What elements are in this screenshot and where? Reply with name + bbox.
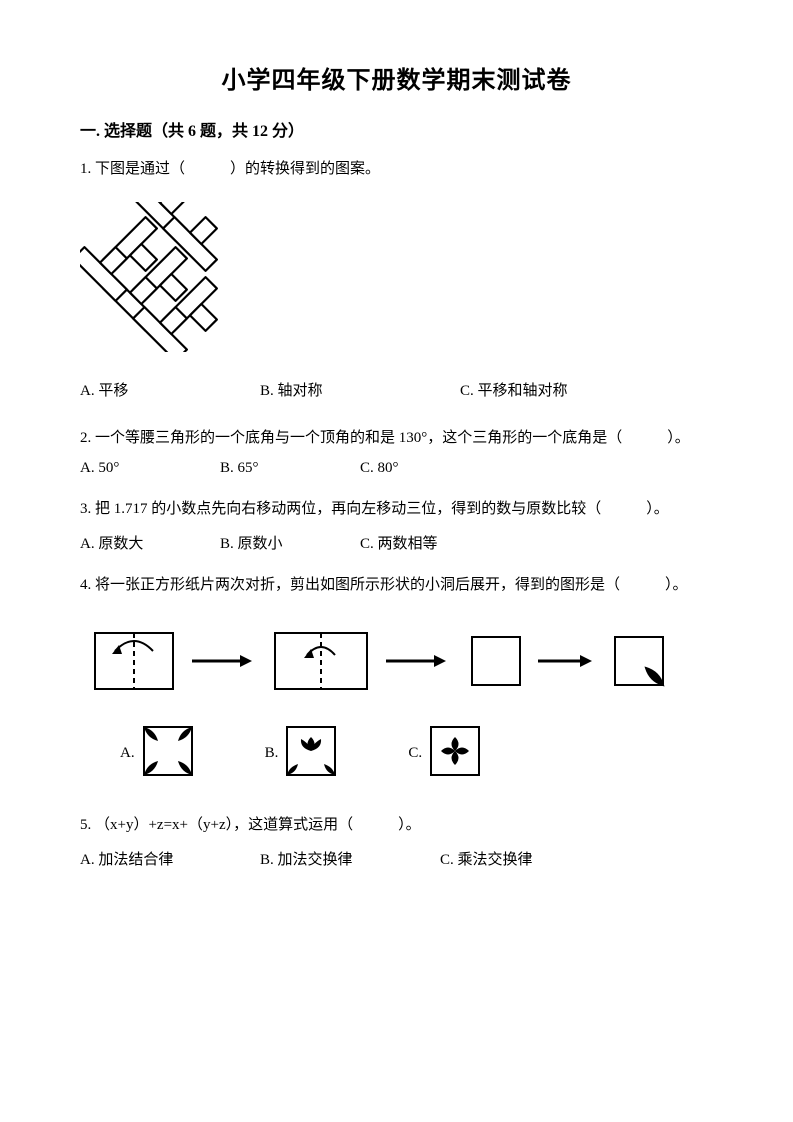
q2-optC: C. 80°	[360, 460, 399, 477]
q4-optA-label: A.	[120, 745, 135, 762]
q2-text: 2. 一个等腰三角形的一个底角与一个顶角的和是 130°，这个三角形的一个底角是…	[80, 424, 713, 453]
q3-optB: B. 原数小	[220, 532, 360, 553]
q1-diagram	[80, 202, 713, 357]
q4-optB-icon	[284, 724, 338, 783]
q4-optB-label: B.	[265, 745, 279, 762]
q4-optA-icon	[141, 724, 195, 783]
q1-options: A. 平移 B. 轴对称 C. 平移和轴对称	[80, 379, 713, 400]
section-header: 一. 选择题（共 6 题，共 12 分）	[80, 117, 713, 141]
q4-optC-icon	[428, 724, 482, 783]
q1-optC: C. 平移和轴对称	[460, 379, 568, 400]
q3-text: 3. 把 1.717 的小数点先向右移动两位，再向左移动三位，得到的数与原数比较…	[80, 495, 713, 524]
q3-optA: A. 原数大	[80, 532, 220, 553]
q1-text: 1. 下图是通过（ ）的转换得到的图案。	[80, 155, 713, 184]
page: 小学四年级下册数学期末测试卷 一. 选择题（共 6 题，共 12 分） 1. 下…	[0, 0, 793, 1122]
q5-options: A. 加法结合律 B. 加法交换律 C. 乘法交换律	[80, 848, 713, 869]
q4-diagram	[80, 621, 713, 706]
q2-options: A. 50° B. 65° C. 80°	[80, 460, 713, 477]
q5-optA: A. 加法结合律	[80, 848, 260, 869]
q5-text: 5. （x+y）+z=x+（y+z），这道算式运用（ ）。	[80, 811, 713, 840]
q5-optB: B. 加法交换律	[260, 848, 440, 869]
q5-optC: C. 乘法交换律	[440, 848, 533, 869]
q2-optA: A. 50°	[80, 460, 220, 477]
q1-optB: B. 轴对称	[260, 379, 460, 400]
q3-options: A. 原数大 B. 原数小 C. 两数相等	[80, 532, 713, 553]
q3-optC: C. 两数相等	[360, 532, 438, 553]
q2-optB: B. 65°	[220, 460, 360, 477]
q1-optA: A. 平移	[80, 379, 260, 400]
woven-pattern-icon	[80, 202, 240, 352]
q4-answers: A. B.	[80, 724, 713, 783]
q4-text: 4. 将一张正方形纸片两次对折，剪出如图所示形状的小洞后展开，得到的图形是（ ）…	[80, 571, 713, 600]
fold-sequence-icon	[80, 621, 700, 701]
q4-optC-label: C.	[408, 745, 422, 762]
page-title: 小学四年级下册数学期末测试卷	[80, 60, 713, 95]
